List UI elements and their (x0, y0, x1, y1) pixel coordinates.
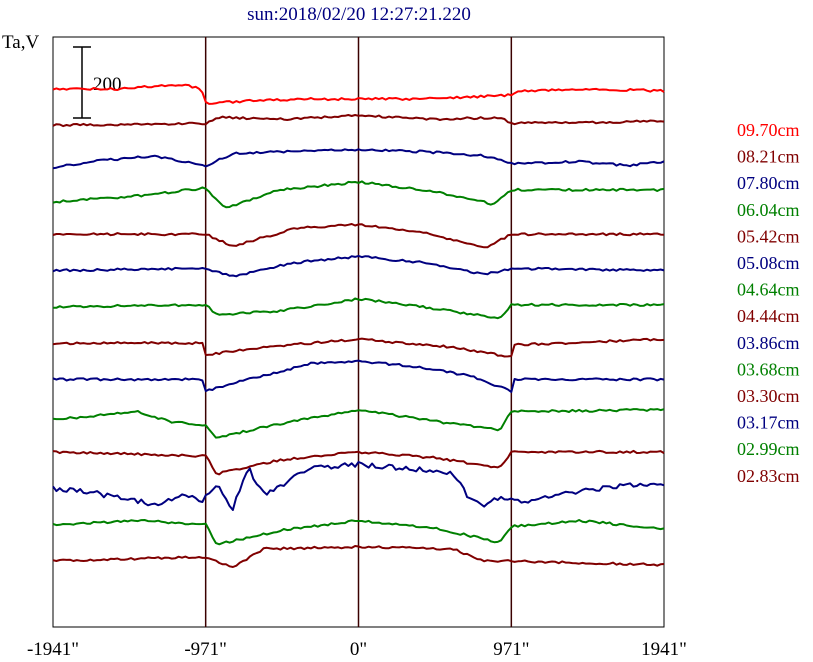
series-curve-13 (52, 545, 665, 568)
legend-item-7: 04.44cm (737, 306, 800, 326)
legend-item-2: 07.80cm (737, 173, 800, 193)
vertical-reference-lines (204, 37, 513, 627)
series-curve-8 (52, 359, 665, 393)
series-curve-10 (52, 449, 665, 476)
legend-item-6: 04.64cm (737, 280, 800, 300)
series-curves (52, 83, 665, 568)
scale-bar: 200 (73, 46, 122, 119)
series-curve-7 (52, 337, 665, 358)
legend: 09.70cm 08.21cm 07.80cm 06.04cm 05.42cm 05.08… (737, 120, 800, 486)
series-curve-2 (52, 148, 665, 170)
x-tick-label-4: 1941" (641, 639, 687, 660)
series-curve-6 (53, 297, 665, 320)
x-tick-label-2: 0" (350, 639, 367, 660)
legend-item-5: 05.08cm (737, 253, 800, 273)
legend-item-1: 08.21cm (737, 147, 800, 167)
x-tick-label-1: -971" (184, 639, 227, 660)
legend-item-0: 09.70cm (737, 120, 800, 140)
x-tick-labels: -1941" -971" 0" 971" 1941" (27, 639, 687, 660)
series-curve-5 (52, 254, 665, 278)
series-curve-9 (52, 408, 665, 439)
legend-item-3: 06.04cm (737, 200, 800, 220)
legend-item-10: 03.30cm (737, 386, 800, 406)
legend-item-12: 02.99cm (737, 439, 800, 459)
chart-title: sun:2018/02/20 12:27:21.220 (247, 4, 471, 25)
x-tick-label-0: -1941" (27, 639, 79, 660)
legend-item-9: 03.68cm (737, 359, 800, 379)
x-tick-label-3: 971" (493, 639, 529, 660)
series-curve-12 (52, 519, 665, 546)
y-axis-label: Ta,V (2, 32, 39, 53)
legend-item-8: 03.86cm (737, 333, 800, 353)
legend-item-4: 05.42cm (737, 226, 800, 246)
series-curve-11 (52, 461, 665, 511)
legend-item-13: 02.83cm (737, 466, 800, 486)
series-curve-0 (52, 83, 665, 105)
series-curve-1 (52, 114, 665, 128)
legend-item-11: 03.17cm (737, 413, 800, 433)
series-curve-3 (52, 180, 665, 209)
series-curve-4 (52, 223, 665, 249)
scale-bar-label: 200 (93, 74, 122, 95)
